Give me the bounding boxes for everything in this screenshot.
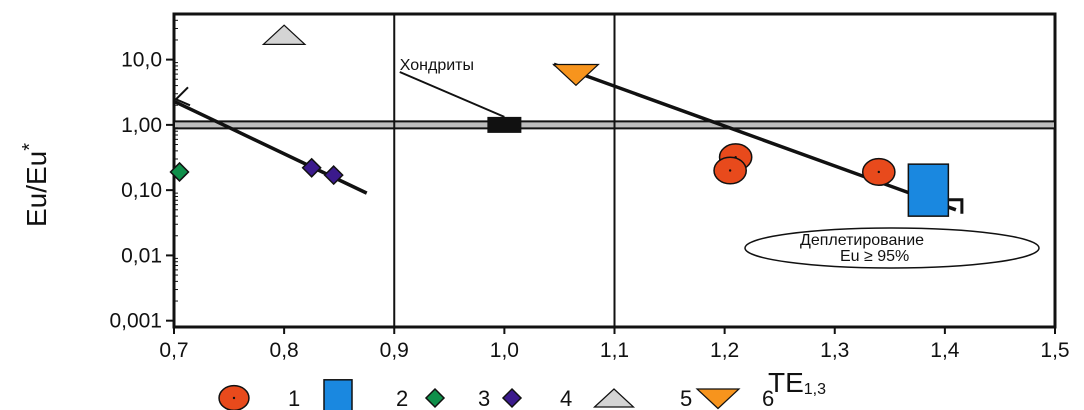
depletion-label-line1: Деплетирование bbox=[800, 232, 924, 249]
triangle-up-marker bbox=[261, 24, 307, 46]
legend-label: 4 bbox=[560, 386, 572, 410]
trend-arrow-head bbox=[943, 198, 964, 214]
y-tick-label: 0,001 bbox=[109, 310, 162, 333]
depletion-annotation: Деплетирование Eu ≥ 95% bbox=[744, 227, 1040, 269]
legend-label: 1 bbox=[288, 386, 300, 410]
legend-label: 3 bbox=[478, 386, 490, 410]
y-tick-label: 1,00 bbox=[121, 114, 162, 137]
x-tick-label: 1,0 bbox=[490, 339, 519, 362]
trend-start-mark bbox=[174, 86, 191, 107]
x-axis-ticks: 0,7 0,8 0,9 1,0 1,1 1,2 1,3 1,4 1,5 bbox=[159, 327, 1070, 362]
legend-label: 5 bbox=[680, 386, 692, 410]
x-tick-label: 1,3 bbox=[820, 339, 849, 362]
y-axis-title-superscript: * bbox=[19, 143, 41, 151]
x-tick-label: 0,9 bbox=[380, 339, 409, 362]
diamond-marker bbox=[501, 387, 523, 409]
chondrite-label: Хондриты bbox=[400, 57, 474, 74]
legend-label: 2 bbox=[396, 386, 408, 410]
x-tick-label: 0,8 bbox=[270, 339, 299, 362]
chondrite-marker bbox=[487, 116, 522, 133]
chondrite-leader-line bbox=[399, 71, 505, 118]
x-axis-title-subscript: 1,3 bbox=[804, 381, 826, 398]
vertical-lines bbox=[393, 14, 616, 327]
legend-label: 6 bbox=[762, 386, 774, 410]
triangle-down-marker bbox=[552, 63, 600, 87]
data-points bbox=[169, 24, 950, 217]
circle-marker-dot bbox=[877, 170, 880, 174]
diamond-marker bbox=[169, 161, 190, 183]
diamond-marker bbox=[323, 165, 344, 186]
x-tick-label: 1,2 bbox=[710, 339, 739, 362]
trend-line bbox=[553, 62, 957, 212]
square-marker bbox=[323, 379, 353, 410]
x-tick-label: 1,5 bbox=[1040, 339, 1069, 362]
x-tick-label: 0,7 bbox=[159, 339, 188, 362]
circle-marker-dot bbox=[728, 169, 732, 172]
y-tick-label: 0,10 bbox=[121, 179, 162, 202]
y-axis-ticks: 0,001 0,01 0,10 1,00 10,0 bbox=[109, 49, 174, 333]
diamond-marker bbox=[424, 387, 446, 409]
square-marker bbox=[907, 163, 950, 217]
x-tick-label: 1,4 bbox=[930, 339, 960, 362]
triangle-down-marker bbox=[695, 388, 741, 410]
triangle-up-marker bbox=[592, 388, 636, 408]
x-tick-label: 1,1 bbox=[600, 339, 629, 362]
y-axis-title: Eu/Eu* bbox=[19, 143, 52, 227]
y-tick-label: 10,0 bbox=[121, 49, 162, 72]
trend-lines bbox=[173, 62, 964, 214]
y-tick-label: 0,01 bbox=[121, 244, 162, 267]
depletion-ellipse bbox=[744, 227, 1040, 269]
depletion-label-line2: Eu ≥ 95% bbox=[840, 248, 909, 265]
circle-marker-dot bbox=[232, 396, 236, 400]
legend: 1 2 3 4 5 6 bbox=[218, 379, 774, 410]
x-axis-title: TE1,3 bbox=[768, 367, 826, 398]
diamond-marker bbox=[301, 157, 322, 178]
y-axis-minor-ticks bbox=[174, 13, 178, 302]
